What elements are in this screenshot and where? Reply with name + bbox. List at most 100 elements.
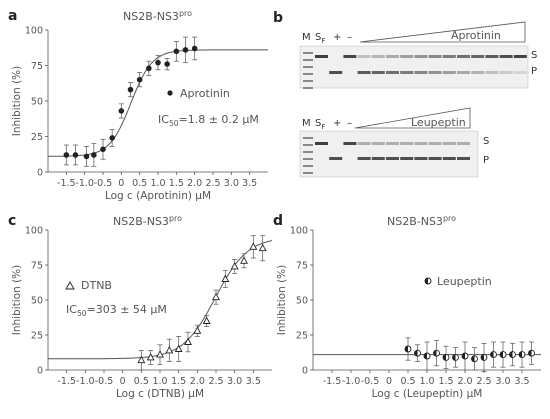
data-point — [258, 235, 267, 262]
data-point — [146, 60, 152, 76]
panel-c-title: NS2B-NS3pro — [113, 214, 182, 228]
concentration-ramp — [354, 107, 471, 129]
y-tick-label: 100 — [25, 226, 43, 237]
gel-band-p — [357, 71, 371, 74]
gel-band-s — [428, 142, 442, 145]
gel-bottom-lane-minus: – — [347, 118, 352, 129]
x-tick-label: 2.0 — [190, 376, 205, 387]
ic50-c: IC50=303 ± 54 μM — [66, 303, 167, 318]
gel-band-p — [386, 157, 399, 160]
data-point — [499, 341, 507, 368]
x-axis-label: Log c (DTNB) μM — [116, 388, 204, 400]
ic50-a: IC50=1.8 ± 0.2 μM — [158, 113, 259, 128]
gel-band-s — [499, 55, 513, 58]
y-axis-label: Inhibition (%) — [11, 265, 23, 336]
data-point — [490, 341, 497, 368]
legend-text-a: Aprotinin — [180, 87, 230, 100]
x-tick-label: -1.5 — [57, 376, 76, 387]
panel-label-d: d — [273, 213, 283, 229]
data-point — [136, 72, 143, 88]
gel-band-s — [457, 142, 470, 145]
data-point — [91, 143, 97, 167]
data-point — [518, 341, 526, 368]
gel-band-s — [315, 55, 328, 58]
gel-band-p — [513, 71, 527, 74]
data-point — [191, 36, 198, 61]
x-tick-label: 3.0 — [227, 376, 242, 387]
x-tick-label: -1.0 — [75, 178, 94, 189]
data-point — [480, 342, 488, 372]
x-tick-label: 3.5 — [514, 376, 529, 387]
data-point — [461, 341, 469, 371]
data-point — [221, 270, 230, 288]
y-tick-label: 0 — [37, 168, 43, 179]
data-point — [212, 289, 220, 305]
ladder-band — [303, 158, 313, 160]
x-tick-label: 1.0 — [150, 178, 165, 189]
gel-bottom-lane-m: M — [302, 118, 311, 129]
panel-a-title: NS2B-NS3pro — [123, 9, 192, 23]
data-point — [414, 344, 421, 363]
gel-band-p — [428, 71, 442, 74]
x-tick-label: 1.5 — [169, 178, 184, 189]
gel-band-s — [400, 55, 414, 58]
ladder-band — [303, 73, 313, 75]
fit-curve — [48, 240, 273, 360]
panel-label-a: a — [8, 8, 17, 24]
gel-band-s — [442, 55, 456, 58]
x-axis-label: Log c (Leupeptin) μM — [372, 388, 483, 400]
gel-image — [299, 45, 529, 89]
gel-band-s — [315, 142, 328, 145]
data-point — [137, 349, 146, 371]
data-point — [83, 146, 90, 167]
gel-band-s — [400, 142, 414, 145]
legend-marker-a — [167, 90, 173, 96]
data-point — [184, 331, 192, 353]
gel-band-s — [371, 55, 385, 58]
x-tick-label: 2.0 — [187, 178, 202, 189]
data-point — [249, 235, 258, 259]
gel-top-lane-sf: SF — [315, 32, 325, 45]
x-tick-label: -1.5 — [323, 376, 342, 387]
data-point — [240, 253, 248, 269]
x-tick-label: -1.0 — [76, 376, 95, 387]
data-point — [146, 349, 155, 365]
data-point — [72, 144, 79, 166]
gel-band-p — [357, 157, 371, 160]
x-tick-label: 2.5 — [208, 376, 223, 387]
data-point — [528, 341, 535, 365]
y-tick-label: 100 — [25, 26, 43, 37]
gel-bottom-band-p: P — [483, 155, 489, 166]
x-tick-label: -0.5 — [361, 376, 380, 387]
gel-band-s — [414, 55, 428, 58]
ladder-band — [303, 172, 313, 174]
gel-band-s — [513, 55, 527, 58]
y-tick-label: 50 — [31, 97, 43, 108]
gel-bottom-label: Leupeptin — [411, 116, 466, 129]
data-point — [155, 55, 161, 71]
gel-band-s — [371, 142, 385, 145]
gel-image — [299, 130, 479, 178]
y-tick-label: 50 — [31, 296, 43, 307]
gel-top-label: Aprotinin — [451, 29, 501, 42]
panel-d-title: NS2B-NS3pro — [387, 214, 456, 228]
gel-band-p — [414, 71, 428, 74]
data-point — [452, 347, 459, 368]
ladder-band — [303, 87, 313, 89]
data-point — [404, 337, 412, 361]
x-tick-label: 1.5 — [438, 376, 453, 387]
y-tick-label: 25 — [296, 331, 308, 342]
gel-band-s — [442, 142, 456, 145]
x-tick-label: 0.5 — [132, 178, 147, 189]
legend-marker-c — [65, 281, 75, 290]
gel-band-p — [442, 71, 456, 74]
ladder-band — [303, 144, 313, 146]
x-tick-label: 2.0 — [457, 376, 472, 387]
gel-top-lane-minus: – — [347, 32, 352, 43]
x-tick-label: 1.0 — [152, 376, 167, 387]
y-tick-label: 75 — [296, 261, 308, 272]
x-tick-label: 3.5 — [242, 178, 257, 189]
chart-c: -1.5 -1.0 -0.5 0 0.5 1.0 1.5 2.0 2.5 3.0 3.5 0 25 50 7… — [11, 226, 273, 400]
gel-bottom-lane-sf: SF — [315, 118, 325, 131]
x-tick-label: 2.5 — [205, 178, 220, 189]
